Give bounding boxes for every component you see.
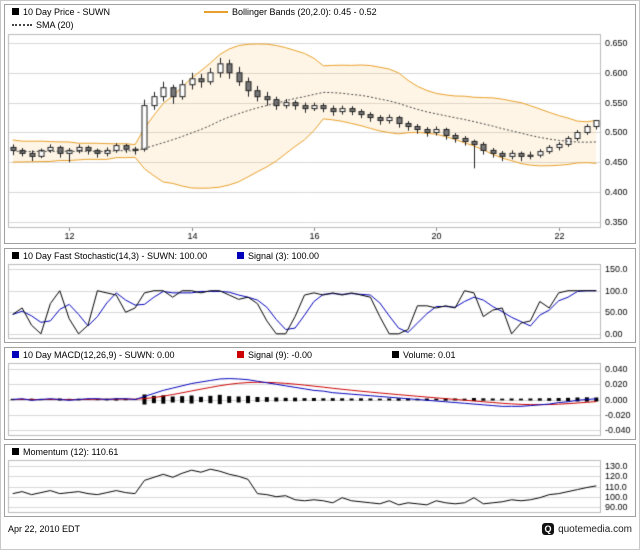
momentum-chart-canvas (5, 458, 635, 516)
quotemedia-link[interactable]: Q quotemedia.com (542, 523, 632, 535)
footer: Apr 22, 2010 EDT Q quotemedia.com (4, 521, 636, 537)
stochastic-legend: 10 Day Fast Stochastic(14,3) - SUWN: 100… (5, 249, 635, 262)
volume-legend-label: Volume: 0.01 (403, 349, 456, 360)
stochastic-signal-label: Signal (3): 100.00 (248, 250, 320, 261)
price-series-swatch (12, 8, 19, 15)
price-chart-canvas (5, 31, 635, 243)
price-legend: 10 Day Price - SUWN Bollinger Bands (20,… (5, 5, 635, 31)
sma-legend-item: SMA (20) (12, 20, 74, 30)
stochastic-signal-legend-item: Signal (3): 100.00 (237, 251, 319, 261)
macd-legend-label: 10 Day MACD(12,26,9) - SUWN: 0.00 (23, 349, 175, 360)
volume-series-swatch (392, 351, 399, 358)
momentum-legend: Momentum (12): 110.61 (5, 445, 635, 458)
momentum-panel: Momentum (12): 110.61 (4, 444, 636, 517)
sma-legend-label: SMA (20) (36, 19, 74, 30)
bollinger-legend-label: Bollinger Bands (20,2.0): 0.45 - 0.52 (232, 6, 377, 17)
quotemedia-logo-icon: Q (542, 523, 555, 535)
macd-legend-item: 10 Day MACD(12,26,9) - SUWN: 0.00 (12, 350, 237, 360)
price-legend-item: 10 Day Price - SUWN (12, 7, 204, 17)
price-panel: 10 Day Price - SUWN Bollinger Bands (20,… (4, 4, 636, 244)
momentum-legend-label: Momentum (12): 110.61 (23, 446, 119, 457)
volume-legend-item: Volume: 0.01 (392, 350, 456, 360)
chart-date: Apr 22, 2010 EDT (8, 524, 81, 534)
stochastic-legend-label: 10 Day Fast Stochastic(14,3) - SUWN: 100… (23, 250, 208, 261)
price-legend-label: 10 Day Price - SUWN (23, 6, 111, 17)
macd-legend: 10 Day MACD(12,26,9) - SUWN: 0.00 Signal… (5, 348, 635, 361)
macd-signal-label: Signal (9): -0.00 (248, 349, 313, 360)
stochastic-series-swatch (12, 252, 19, 259)
quotemedia-brand-text: quotemedia.com (558, 523, 632, 535)
macd-series-swatch (12, 351, 19, 358)
stochastic-signal-swatch (237, 252, 244, 259)
macd-signal-swatch (237, 351, 244, 358)
sma-line-swatch (12, 23, 32, 26)
bollinger-legend-item: Bollinger Bands (20,2.0): 0.45 - 0.52 (204, 7, 377, 17)
macd-panel: 10 Day MACD(12,26,9) - SUWN: 0.00 Signal… (4, 347, 636, 440)
macd-chart-canvas (5, 361, 635, 439)
stochastic-panel: 10 Day Fast Stochastic(14,3) - SUWN: 100… (4, 248, 636, 343)
bollinger-line-swatch (204, 10, 228, 13)
stochastic-legend-item: 10 Day Fast Stochastic(14,3) - SUWN: 100… (12, 251, 237, 261)
stochastic-chart-canvas (5, 262, 635, 342)
macd-signal-legend-item: Signal (9): -0.00 (237, 350, 392, 360)
momentum-legend-item: Momentum (12): 110.61 (12, 447, 118, 457)
momentum-series-swatch (12, 448, 19, 455)
